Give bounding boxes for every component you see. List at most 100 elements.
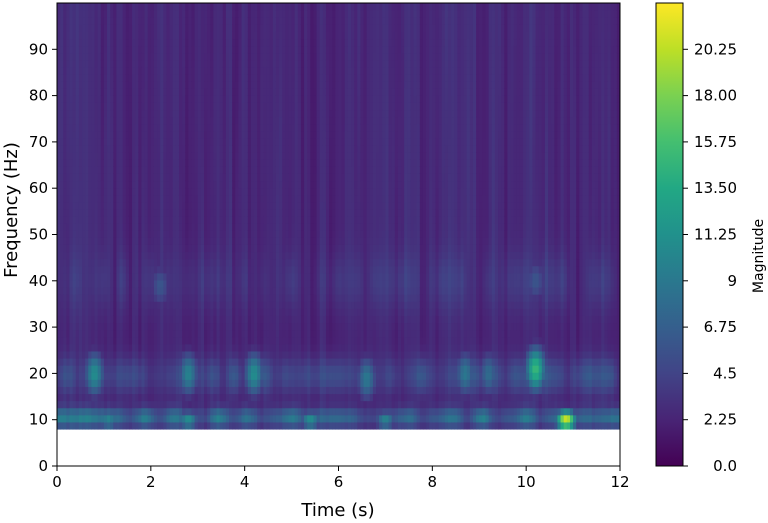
heatmap-cell: [272, 152, 277, 160]
heatmap-cell: [103, 386, 108, 395]
heatmap-cell: [200, 123, 205, 132]
heatmap-cell: [85, 81, 89, 89]
heatmap-cell: [307, 45, 311, 54]
heatmap-cell: [63, 414, 67, 423]
heatmap-cell: [144, 265, 149, 274]
heatmap-cell: [282, 244, 286, 253]
heatmap-cell: [97, 173, 102, 182]
heatmap-cell: [113, 31, 118, 40]
heatmap-cell: [178, 17, 183, 25]
heatmap-cell: [275, 322, 280, 331]
heatmap-cell: [172, 350, 177, 359]
heatmap-cell: [200, 372, 205, 380]
heatmap-cell: [266, 166, 271, 174]
heatmap-cell: [297, 251, 302, 260]
heatmap-cell: [285, 130, 290, 139]
heatmap-cell: [191, 265, 196, 274]
heatmap-cell: [85, 52, 89, 61]
heatmap-cell: [60, 123, 64, 132]
heatmap-cell: [132, 52, 136, 61]
heatmap-cell: [275, 208, 280, 217]
heatmap-cell: [119, 144, 124, 153]
heatmap-cell: [232, 237, 236, 245]
heatmap-cell: [160, 350, 164, 359]
heatmap-cell: [157, 130, 161, 139]
heatmap-cell: [72, 38, 77, 47]
heatmap-cell: [125, 301, 130, 309]
heatmap-cell: [147, 230, 152, 238]
heatmap-cell: [97, 407, 102, 416]
heatmap-cell: [94, 372, 99, 380]
heatmap-cell: [194, 152, 199, 160]
heatmap-cell: [82, 265, 86, 274]
heatmap-cell: [63, 187, 67, 196]
heatmap-cell: [160, 279, 164, 288]
heatmap-cell: [122, 301, 127, 309]
heatmap-cell: [191, 130, 196, 139]
heatmap-cell: [197, 393, 202, 402]
heatmap-cell: [232, 52, 236, 61]
heatmap-cell: [285, 393, 290, 402]
heatmap-cell: [232, 173, 236, 182]
heatmap-cell: [153, 414, 158, 423]
heatmap-cell: [138, 144, 143, 153]
heatmap-cell: [97, 109, 102, 118]
heatmap-cell: [97, 187, 102, 196]
heatmap-cell: [141, 343, 146, 352]
heatmap-cell: [78, 88, 83, 96]
heatmap-cell: [260, 350, 265, 359]
heatmap-cell: [97, 17, 102, 25]
heatmap-cell: [229, 38, 233, 47]
heatmap-cell: [275, 17, 280, 25]
heatmap-cell: [82, 102, 86, 111]
heatmap-cell: [313, 201, 318, 210]
heatmap-cell: [157, 336, 161, 345]
heatmap-cell: [197, 3, 202, 11]
heatmap-cell: [63, 379, 67, 387]
heatmap-cell: [153, 31, 158, 40]
heatmap-cell: [85, 102, 89, 111]
heatmap-cell: [225, 137, 230, 146]
heatmap-cell: [263, 315, 268, 324]
heatmap-cell: [128, 166, 133, 174]
heatmap-cell: [69, 10, 74, 18]
heatmap-cell: [138, 201, 143, 210]
heatmap-cell: [91, 95, 96, 103]
heatmap-cell: [69, 357, 74, 366]
heatmap-cell: [269, 272, 274, 281]
heatmap-cell: [60, 386, 64, 395]
heatmap-cell: [75, 187, 80, 196]
heatmap-cell: [153, 244, 158, 253]
heatmap-cell: [260, 379, 265, 387]
heatmap-cell: [172, 343, 177, 352]
heatmap-cell: [207, 194, 211, 203]
heatmap-cell: [94, 194, 99, 203]
heatmap-cell: [157, 244, 161, 253]
heatmap-cell: [307, 407, 311, 416]
heatmap-cell: [297, 258, 302, 267]
heatmap-cell: [63, 10, 67, 18]
heatmap-cell: [178, 45, 183, 54]
heatmap-cell: [291, 137, 296, 146]
heatmap-cell: [150, 31, 155, 40]
heatmap-cell: [263, 421, 268, 430]
heatmap-cell: [147, 244, 152, 253]
heatmap-cell: [72, 301, 77, 309]
heatmap-cell: [63, 223, 67, 231]
heatmap-cell: [219, 109, 224, 118]
heatmap-cell: [153, 73, 158, 82]
heatmap-cell: [241, 379, 246, 387]
heatmap-cell: [191, 407, 196, 416]
heatmap-cell: [125, 208, 130, 217]
heatmap-cell: [197, 95, 202, 103]
heatmap-cell: [266, 201, 271, 210]
heatmap-cell: [72, 237, 77, 245]
heatmap-cell: [141, 173, 146, 182]
heatmap-cell: [122, 31, 127, 40]
heatmap-cell: [254, 152, 258, 160]
heatmap-cell: [119, 265, 124, 274]
heatmap-cell: [91, 52, 96, 61]
heatmap-cell: [160, 223, 164, 231]
heatmap-cell: [107, 322, 111, 331]
heatmap-cell: [216, 294, 221, 302]
